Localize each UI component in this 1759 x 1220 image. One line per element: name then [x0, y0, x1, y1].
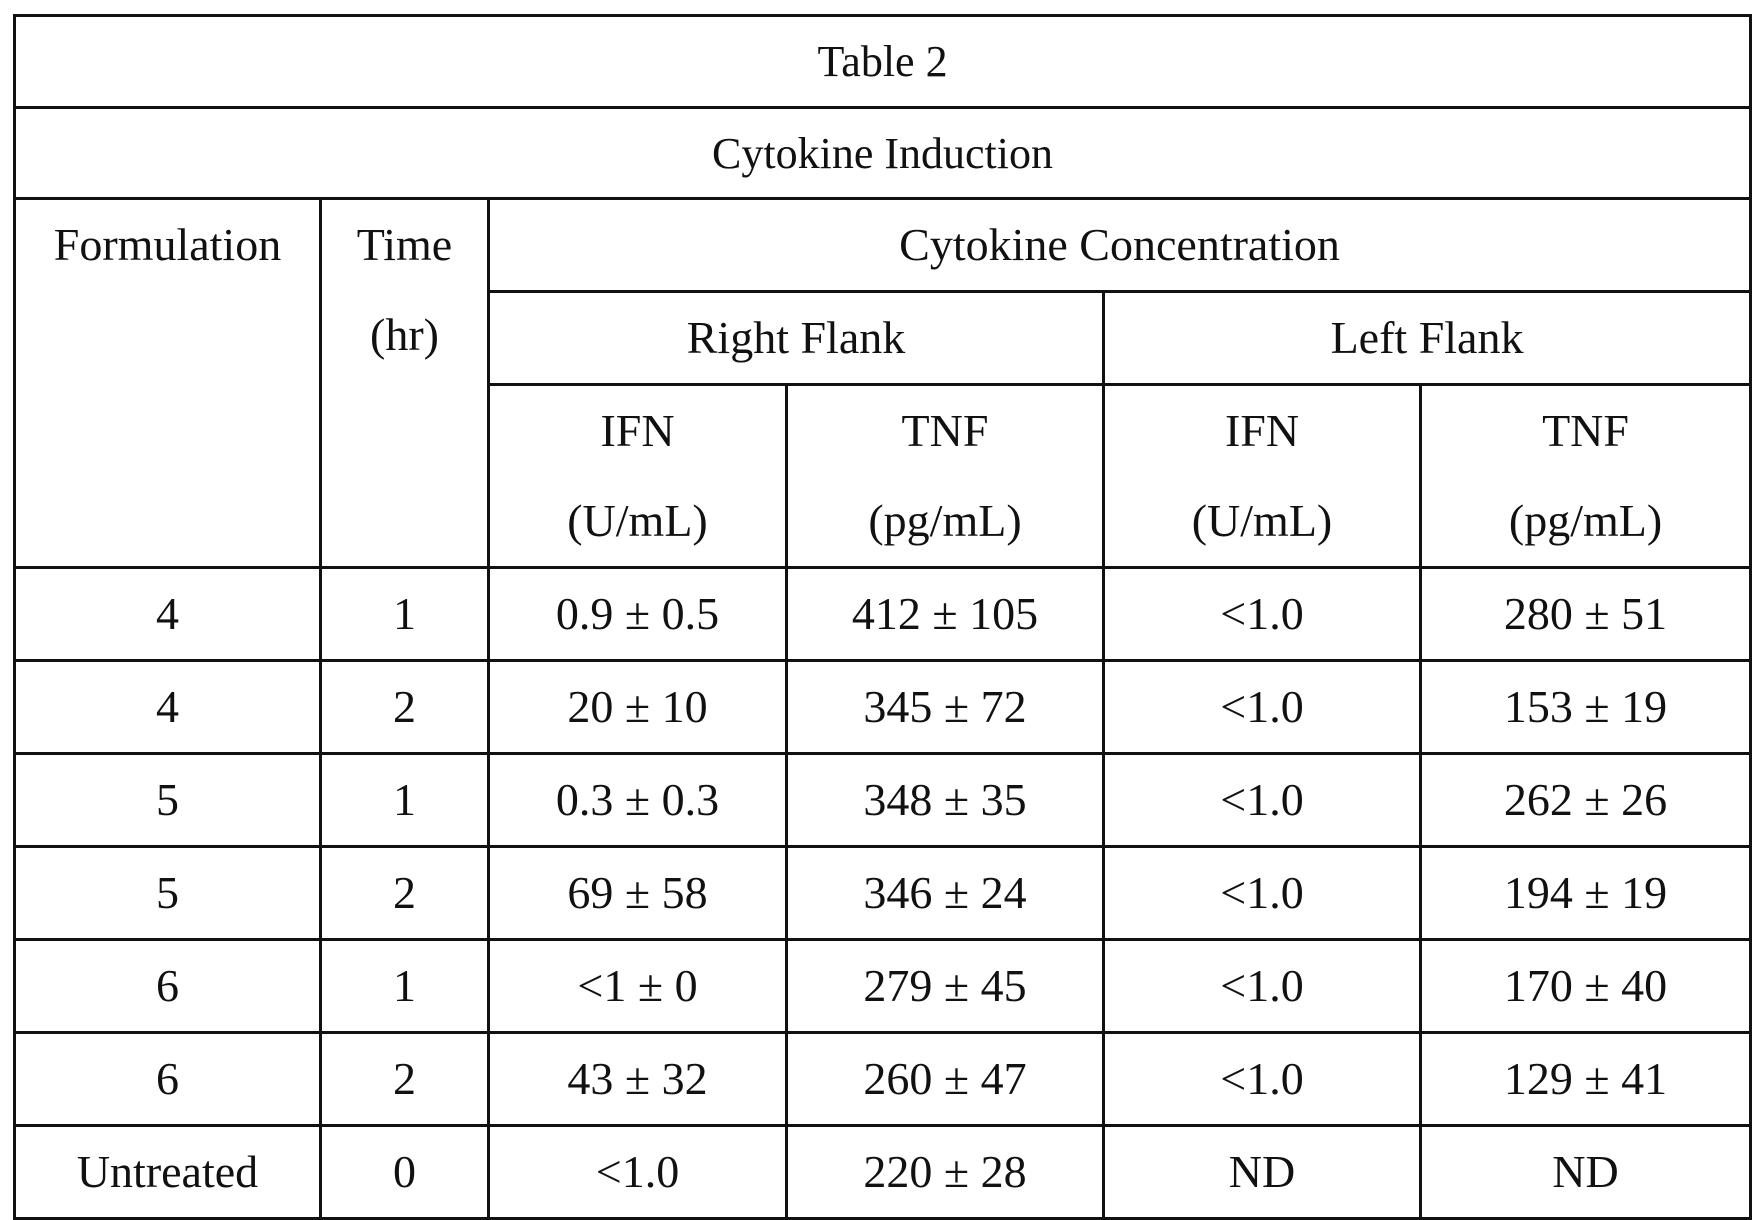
cell-left-ifn: <1.0 — [1104, 754, 1421, 847]
header-time: Time (hr) — [321, 199, 489, 568]
cell-time: 1 — [321, 754, 489, 847]
cell-left-tnf: ND — [1421, 1126, 1751, 1219]
cell-left-ifn: <1.0 — [1104, 661, 1421, 754]
cell-left-ifn: <1.0 — [1104, 847, 1421, 940]
cell-right-tnf: 220 ± 28 — [787, 1126, 1104, 1219]
header-formulation-label: Formulation — [16, 200, 319, 290]
cell-time: 1 — [321, 568, 489, 661]
header-left-ifn-unit: (U/mL) — [1105, 476, 1419, 566]
table-row: 5 2 69 ± 58 346 ± 24 <1.0 194 ± 19 — [15, 847, 1751, 940]
cell-right-tnf: 346 ± 24 — [787, 847, 1104, 940]
document-page: Table 2 Cytokine Induction Formulation T… — [0, 0, 1759, 1216]
header-time-unit: (hr) — [322, 290, 487, 380]
cell-left-ifn: <1.0 — [1104, 940, 1421, 1033]
header-right-ifn-label: IFN — [490, 386, 785, 476]
cell-left-tnf: 194 ± 19 — [1421, 847, 1751, 940]
cell-formulation: 5 — [15, 754, 321, 847]
cell-right-ifn: <1 ± 0 — [489, 940, 787, 1033]
table-row: 6 2 43 ± 32 260 ± 47 <1.0 129 ± 41 — [15, 1033, 1751, 1126]
table-subtitle-row: Cytokine Induction — [15, 108, 1751, 199]
header-right-tnf-label: TNF — [788, 386, 1102, 476]
cell-formulation: 4 — [15, 568, 321, 661]
header-left-tnf-unit: (pg/mL) — [1422, 476, 1749, 566]
cell-right-tnf: 279 ± 45 — [787, 940, 1104, 1033]
cell-left-ifn: <1.0 — [1104, 568, 1421, 661]
header-row-1: Formulation Time (hr) Cytokine Concentra… — [15, 199, 1751, 292]
table-row: Untreated 0 <1.0 220 ± 28 ND ND — [15, 1126, 1751, 1219]
cytokine-table: Table 2 Cytokine Induction Formulation T… — [13, 14, 1752, 1220]
header-formulation: Formulation — [15, 199, 321, 568]
cell-formulation: 6 — [15, 1033, 321, 1126]
cell-left-ifn: ND — [1104, 1126, 1421, 1219]
cell-right-ifn: <1.0 — [489, 1126, 787, 1219]
header-right-tnf-unit: (pg/mL) — [788, 476, 1102, 566]
header-left-tnf-label: TNF — [1422, 386, 1749, 476]
cell-left-tnf: 129 ± 41 — [1421, 1033, 1751, 1126]
cell-right-ifn: 69 ± 58 — [489, 847, 787, 940]
header-left-ifn-label: IFN — [1105, 386, 1419, 476]
cell-right-ifn: 0.9 ± 0.5 — [489, 568, 787, 661]
cell-right-ifn: 43 ± 32 — [489, 1033, 787, 1126]
cell-formulation: Untreated — [15, 1126, 321, 1219]
cell-formulation: 5 — [15, 847, 321, 940]
table-row: 4 2 20 ± 10 345 ± 72 <1.0 153 ± 19 — [15, 661, 1751, 754]
header-right-tnf: TNF (pg/mL) — [787, 385, 1104, 568]
cell-time: 2 — [321, 1033, 489, 1126]
cell-formulation: 6 — [15, 940, 321, 1033]
cell-time: 2 — [321, 661, 489, 754]
table-subtitle: Cytokine Induction — [15, 108, 1751, 199]
cell-formulation: 4 — [15, 661, 321, 754]
cell-right-tnf: 260 ± 47 — [787, 1033, 1104, 1126]
header-left-tnf: TNF (pg/mL) — [1421, 385, 1751, 568]
cell-time: 1 — [321, 940, 489, 1033]
cell-right-ifn: 20 ± 10 — [489, 661, 787, 754]
cell-right-tnf: 345 ± 72 — [787, 661, 1104, 754]
header-cytokine-concentration: Cytokine Concentration — [489, 199, 1751, 292]
table-row: 5 1 0.3 ± 0.3 348 ± 35 <1.0 262 ± 26 — [15, 754, 1751, 847]
cell-left-tnf: 153 ± 19 — [1421, 661, 1751, 754]
table-row: 6 1 <1 ± 0 279 ± 45 <1.0 170 ± 40 — [15, 940, 1751, 1033]
header-time-label: Time — [322, 200, 487, 290]
cell-left-tnf: 280 ± 51 — [1421, 568, 1751, 661]
table-row: 4 1 0.9 ± 0.5 412 ± 105 <1.0 280 ± 51 — [15, 568, 1751, 661]
table-title-row: Table 2 — [15, 16, 1751, 108]
cell-right-tnf: 412 ± 105 — [787, 568, 1104, 661]
cell-time: 0 — [321, 1126, 489, 1219]
header-right-flank: Right Flank — [489, 292, 1104, 385]
header-left-flank: Left Flank — [1104, 292, 1751, 385]
cell-left-tnf: 170 ± 40 — [1421, 940, 1751, 1033]
cell-left-ifn: <1.0 — [1104, 1033, 1421, 1126]
table-title: Table 2 — [15, 16, 1751, 108]
cell-time: 2 — [321, 847, 489, 940]
header-left-ifn: IFN (U/mL) — [1104, 385, 1421, 568]
cell-left-tnf: 262 ± 26 — [1421, 754, 1751, 847]
cell-right-ifn: 0.3 ± 0.3 — [489, 754, 787, 847]
header-right-ifn: IFN (U/mL) — [489, 385, 787, 568]
cell-right-tnf: 348 ± 35 — [787, 754, 1104, 847]
header-right-ifn-unit: (U/mL) — [490, 476, 785, 566]
